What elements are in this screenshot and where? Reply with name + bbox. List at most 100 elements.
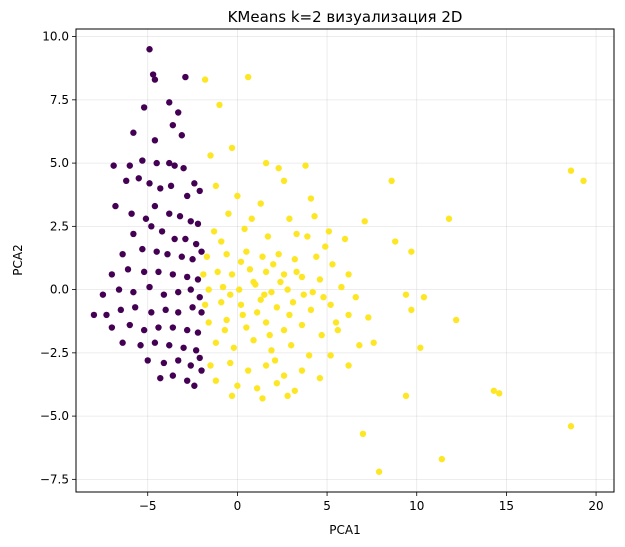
- cluster-0-point: [158, 228, 166, 235]
- cluster-1-point: [218, 238, 225, 245]
- x-axis-label: PCA1: [329, 523, 360, 537]
- cluster-1-point: [420, 293, 428, 301]
- cluster-0-point: [153, 159, 160, 167]
- cluster-1-point: [288, 342, 295, 349]
- cluster-1-point: [221, 326, 229, 334]
- cluster-1-point: [286, 311, 293, 319]
- cluster-1-point: [356, 342, 363, 349]
- cluster-0-point: [146, 180, 153, 187]
- cluster-0-point: [169, 324, 177, 331]
- cluster-1-point: [246, 266, 254, 273]
- cluster-0-point: [140, 268, 148, 276]
- cluster-1-point: [280, 326, 288, 334]
- x-tick-label: 20: [588, 499, 603, 513]
- cluster-1-point: [264, 233, 272, 240]
- cluster-0-point: [137, 342, 144, 349]
- cluster-0-point: [103, 311, 110, 319]
- cluster-1-point: [216, 101, 223, 109]
- cluster-0-point: [196, 354, 203, 362]
- cluster-1-point: [205, 286, 212, 293]
- cluster-1-point: [234, 192, 241, 200]
- cluster-0-point: [191, 180, 198, 187]
- cluster-1-point: [250, 336, 257, 344]
- cluster-0-point: [160, 359, 168, 367]
- data-points: [90, 46, 587, 475]
- cluster-0-point: [124, 266, 132, 273]
- cluster-0-point: [155, 324, 162, 331]
- cluster-1-point: [277, 278, 284, 286]
- cluster-1-point: [298, 367, 306, 374]
- cluster-0-point: [180, 344, 187, 351]
- cluster-0-point: [119, 339, 126, 346]
- cluster-0-point: [180, 164, 187, 172]
- cluster-1-point: [266, 331, 273, 339]
- cluster-1-point: [261, 291, 268, 298]
- cluster-1-point: [268, 288, 275, 296]
- cluster-0-point: [198, 309, 205, 316]
- cluster-0-point: [196, 187, 203, 195]
- cluster-0-point: [142, 215, 150, 222]
- cluster-0-point: [130, 230, 137, 238]
- cluster-0-point: [182, 235, 189, 243]
- y-tick-label: 2.5: [50, 219, 69, 233]
- cluster-0-point: [139, 157, 146, 164]
- cluster-0-point: [140, 326, 148, 334]
- cluster-1-point: [268, 347, 275, 354]
- cluster-1-point: [219, 283, 227, 291]
- cluster-0-point: [169, 372, 177, 379]
- y-tick-label: −7.5: [40, 472, 69, 486]
- cluster-1-point: [259, 253, 266, 260]
- x-tick-label: 0: [234, 499, 242, 513]
- cluster-1-point: [338, 283, 345, 291]
- cluster-0-point: [164, 250, 171, 258]
- cluster-1-point: [203, 253, 211, 260]
- cluster-0-point: [178, 253, 186, 260]
- cluster-0-point: [183, 377, 191, 384]
- cluster-1-point: [225, 210, 232, 217]
- cluster-1-point: [365, 314, 372, 321]
- cluster-1-point: [345, 362, 352, 369]
- cluster-1-point: [284, 392, 291, 400]
- cluster-1-point: [200, 271, 207, 278]
- cluster-1-point: [329, 261, 336, 268]
- cluster-0-point: [183, 273, 191, 281]
- cluster-1-point: [325, 228, 333, 235]
- cluster-1-point: [307, 195, 315, 202]
- cluster-1-point: [345, 271, 352, 278]
- cluster-1-point: [341, 235, 349, 243]
- cluster-0-point: [169, 121, 177, 129]
- cluster-0-point: [166, 210, 173, 217]
- cluster-1-point: [237, 258, 245, 265]
- cluster-0-point: [130, 129, 137, 136]
- cluster-0-point: [182, 73, 189, 81]
- cluster-1-point: [227, 291, 234, 298]
- cluster-1-point: [291, 387, 298, 394]
- cluster-1-point: [205, 319, 212, 326]
- cluster-0-point: [148, 309, 155, 316]
- cluster-1-point: [408, 248, 415, 255]
- cluster-1-point: [239, 311, 246, 319]
- cluster-0-point: [192, 347, 200, 354]
- cluster-0-point: [171, 162, 178, 169]
- cluster-1-point: [402, 291, 410, 298]
- cluster-1-point: [318, 331, 325, 339]
- cluster-0-point: [176, 213, 184, 220]
- cluster-0-point: [126, 162, 133, 169]
- cluster-1-point: [402, 392, 410, 400]
- cluster-1-point: [250, 278, 257, 286]
- cluster-1-point: [496, 390, 503, 397]
- cluster-0-point: [108, 324, 116, 331]
- cluster-1-point: [243, 324, 250, 331]
- cluster-1-point: [316, 374, 324, 382]
- cluster-0-point: [146, 283, 153, 291]
- cluster-0-point: [157, 374, 164, 382]
- cluster-1-point: [275, 164, 282, 172]
- x-tick-label: 10: [409, 499, 424, 513]
- x-tick-label: 15: [499, 499, 514, 513]
- cluster-1-point: [259, 395, 266, 402]
- cluster-1-point: [359, 430, 367, 438]
- cluster-0-point: [130, 288, 137, 296]
- cluster-1-point: [309, 288, 316, 296]
- cluster-1-point: [223, 316, 230, 324]
- cluster-1-point: [490, 387, 498, 394]
